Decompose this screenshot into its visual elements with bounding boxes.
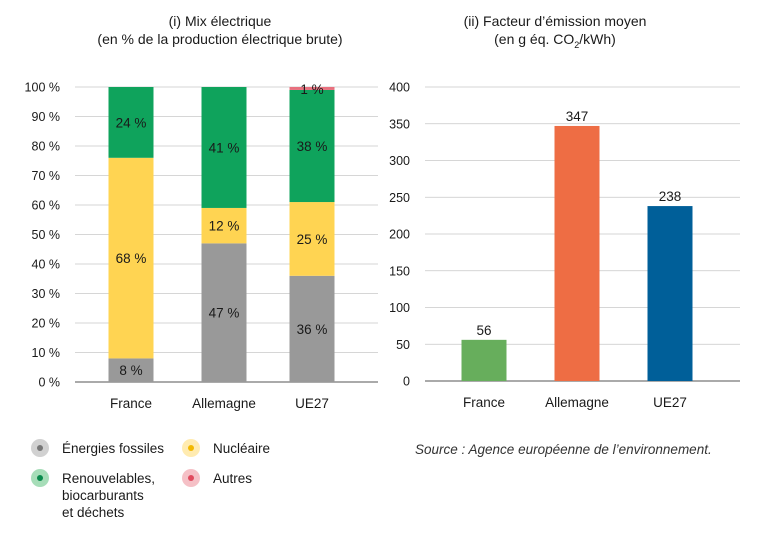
chart1-ytick-label: 30 % xyxy=(32,287,61,301)
legend-item-autres: Autres xyxy=(182,469,253,487)
stacked-bar-renouvelables xyxy=(108,87,154,158)
legend-renouvelables-icon xyxy=(31,469,49,487)
stacked-bar-autres xyxy=(289,87,335,90)
chart2-subtitle: (en g éq. CO2/kWh) xyxy=(494,31,616,50)
chart1-subtitle: (en % de la production électrique brute) xyxy=(97,31,343,47)
stacked-bar-renouvelables xyxy=(201,87,247,208)
chart1-ytick-label: 100 % xyxy=(25,81,60,95)
bar-data-label: 56 xyxy=(476,323,491,338)
legend-nucleaire-icon xyxy=(182,439,200,457)
chart2-ytick-label: 300 xyxy=(389,154,410,168)
chart2-category-label: France xyxy=(463,395,505,410)
bar-data-label: 41 % xyxy=(209,140,240,155)
legend-item-renouvelables: Renouvelables, biocarburants et déchets xyxy=(31,469,156,521)
chart2-title-block: (ii) Facteur d’émission moyen (en g éq. … xyxy=(395,12,715,54)
legend-fossiles-icon xyxy=(31,439,49,457)
legend-autres-icon xyxy=(182,469,200,487)
chart2-ytick-label: 400 xyxy=(389,81,410,95)
chart1-ytick-label: 40 % xyxy=(32,258,61,272)
chart2-ytick-label: 150 xyxy=(389,264,410,278)
chart2-ytick-label: 350 xyxy=(389,117,410,131)
chart2-title: (ii) Facteur d’émission moyen xyxy=(463,13,647,29)
bar-data-label: 238 xyxy=(659,189,682,204)
chart1-ytick-label: 10 % xyxy=(32,346,61,360)
chart2-category-label: UE27 xyxy=(653,395,687,410)
chart1-category-label: UE27 xyxy=(295,396,329,411)
chart2-category-label: Allemagne xyxy=(545,395,609,410)
chart1-title-block: (i) Mix électrique (en % de la productio… xyxy=(40,12,400,48)
chart2-ytick-label: 50 xyxy=(396,338,410,352)
legend-item-fossiles: Énergies fossiles xyxy=(31,439,165,457)
chart1-ytick-label: 20 % xyxy=(32,317,61,331)
bar-data-label: 38 % xyxy=(297,139,328,154)
legend-label: Énergies fossiles xyxy=(62,441,165,456)
stacked-bar-fossiles xyxy=(201,243,247,382)
bar-data-label: 347 xyxy=(566,109,589,124)
chart1-category-label: France xyxy=(110,396,152,411)
stacked-bar-renouvelables xyxy=(289,89,335,203)
bar-data-label: 25 % xyxy=(297,232,328,247)
bar-data-label: 8 % xyxy=(119,363,142,378)
stacked-bar-nucleaire xyxy=(289,202,335,276)
chart1-ytick-label: 80 % xyxy=(32,140,61,154)
bar-data-label: 36 % xyxy=(297,322,328,337)
emission-bar xyxy=(554,125,600,381)
stacked-bar-fossiles xyxy=(289,275,335,382)
legend-item-nucleaire: Nucléaire xyxy=(182,439,271,457)
bar-data-label: 1 % xyxy=(300,82,323,97)
emission-bar xyxy=(461,339,507,381)
bar-data-label: 68 % xyxy=(116,251,147,266)
bar-data-label: 24 % xyxy=(116,115,147,130)
stacked-bar-nucleaire xyxy=(108,157,154,359)
stacked-bar-fossiles xyxy=(108,358,154,382)
chart1-ytick-label: 0 % xyxy=(38,376,60,390)
legend-label: Renouvelables, biocarburants et déchets xyxy=(62,471,156,520)
chart2-ytick-label: 250 xyxy=(389,191,410,205)
chart1-ytick-label: 60 % xyxy=(32,199,61,213)
chart1-category-label: Allemagne xyxy=(192,396,256,411)
chart1-ytick-label: 90 % xyxy=(32,110,61,124)
legend-label: Autres xyxy=(213,471,253,486)
legend-label: Nucléaire xyxy=(213,441,271,456)
chart1-title: (i) Mix électrique xyxy=(168,13,272,29)
emission-bar xyxy=(647,206,693,381)
chart2-ytick-label: 100 xyxy=(389,301,410,315)
stacked-bar-nucleaire xyxy=(201,207,247,244)
chart1-ytick-label: 70 % xyxy=(32,169,61,183)
chart1-ytick-label: 50 % xyxy=(32,228,61,242)
bar-data-label: 47 % xyxy=(209,306,240,321)
chart2-ytick-label: 0 xyxy=(403,375,410,389)
bar-data-label: 12 % xyxy=(209,219,240,234)
source-note: Source : Agence européenne de l’environn… xyxy=(415,442,712,457)
chart2-ytick-label: 200 xyxy=(389,228,410,242)
